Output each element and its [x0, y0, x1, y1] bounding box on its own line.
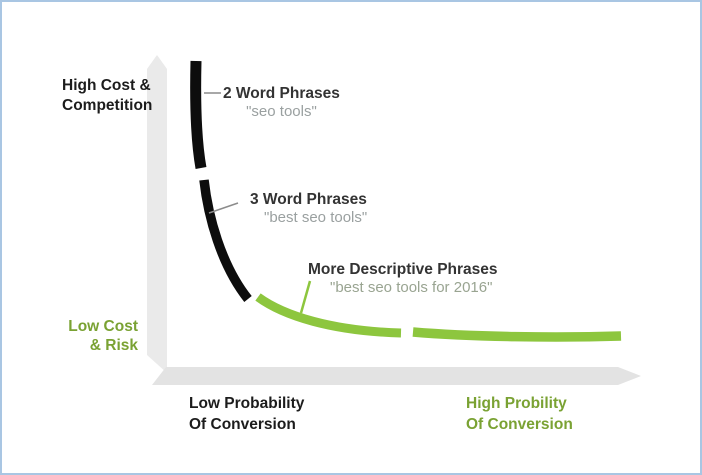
curve-head-lower-segment [199, 179, 252, 302]
y-axis-high-label-line2: Competition [62, 97, 153, 114]
y-axis-low-label-line2: & Risk [89, 336, 138, 354]
annotation-more-descriptive-phrases: More Descriptive Phrases "best seo tools… [308, 261, 498, 297]
descriptive-leader-line [299, 280, 312, 314]
annotation-example: "best seo tools" [264, 209, 368, 226]
x-axis-low-label-line2: Of Conversion [189, 416, 296, 433]
curve-tail-left-segment [255, 293, 402, 338]
x-axis-low-label: Low Probability Of Conversion [189, 393, 304, 435]
annotation-two-word-phrases: 2 Word Phrases "seo tools" [223, 85, 340, 121]
y-axis-high-label: High Cost & Competition [62, 76, 152, 116]
x-axis-high-label-line2: Of Conversion [466, 416, 573, 433]
annotation-example: "best seo tools for 2016" [330, 279, 493, 296]
y-axis-high-label-line1: High Cost & [62, 77, 151, 94]
x-axis-high-label-line1: High Probility [466, 395, 567, 412]
x-axis-high-label: High Probility Of Conversion [466, 393, 573, 435]
y-axis-low-label-line1: Low Cost [68, 318, 138, 335]
y-axis-arrow [147, 55, 167, 373]
annotation-title: More Descriptive Phrases [308, 261, 498, 278]
annotation-title: 3 Word Phrases [250, 191, 367, 208]
x-axis-arrow [152, 367, 641, 385]
three-word-leader-line [208, 202, 239, 214]
annotation-three-word-phrases: 3 Word Phrases "best seo tools" [250, 191, 367, 227]
y-axis-low-label: Low Cost & Risk [38, 318, 138, 355]
annotation-title: 2 Word Phrases [223, 85, 340, 102]
curve-head-upper-segment [190, 60, 207, 169]
x-axis-low-label-line1: Low Probability [189, 395, 305, 412]
annotation-example: "seo tools" [246, 103, 317, 120]
curve-tail-right-segment [412, 327, 622, 342]
